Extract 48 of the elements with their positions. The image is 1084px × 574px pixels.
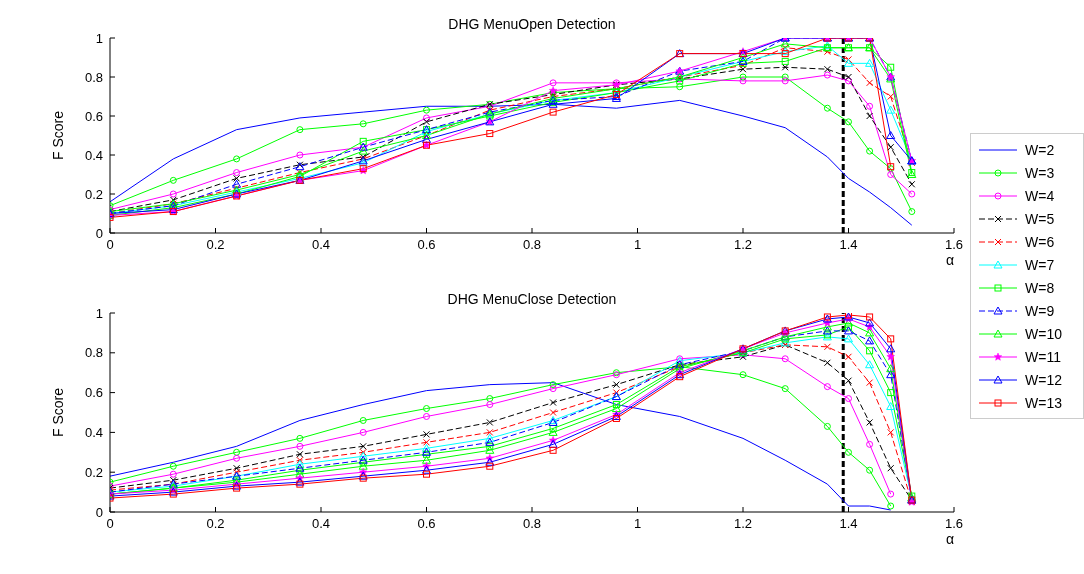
x-tick-label: 0.2 [206, 237, 225, 253]
legend-label: W=13 [1025, 394, 1062, 411]
legend-label: W=3 [1025, 164, 1055, 181]
legend-label: W=7 [1025, 256, 1055, 273]
y-tick-label: 1 [95, 30, 103, 46]
y-tick-label: 0.6 [84, 385, 103, 401]
legend-label: W=11 [1025, 348, 1061, 365]
y-axis-title: F Score [49, 387, 66, 438]
legend-label: W=5 [1025, 210, 1055, 227]
x-tick-label: 1.6 [944, 516, 964, 532]
y-tick-label: 0.4 [84, 425, 103, 441]
chart-title: DHG MenuOpen Detection [447, 16, 617, 32]
y-tick-label: 0.2 [84, 464, 103, 480]
y-axis-title: F Score [49, 110, 66, 161]
chart-title: DHG MenuClose Detection [446, 291, 618, 307]
y-tick-label: 0 [95, 225, 103, 241]
x-tick-label: 1 [633, 516, 642, 532]
x-tick-label: 1.2 [733, 516, 753, 532]
y-tick-label: 0 [95, 504, 103, 520]
x-tick-label: 0.6 [417, 516, 436, 532]
y-tick-label: 0.2 [84, 186, 103, 202]
x-tick-label: 0.6 [417, 237, 436, 253]
legend-label: W=12 [1025, 371, 1062, 388]
legend-label: W=10 [1025, 325, 1062, 342]
x-tick-label: 0.4 [311, 516, 331, 532]
x-tick-label: 0 [106, 516, 114, 532]
x-axis-title: α [945, 530, 956, 548]
y-tick-label: 0.8 [84, 69, 103, 85]
x-axis-title: α [945, 251, 956, 269]
y-tick-label: 0.6 [84, 108, 103, 124]
x-tick-label: 1.4 [839, 237, 858, 253]
x-tick-label: 1 [633, 237, 642, 253]
x-tick-label: 0 [106, 237, 114, 253]
x-tick-label: 1.6 [944, 237, 964, 253]
legend-label: W=6 [1025, 233, 1055, 250]
x-tick-label: 1.4 [839, 516, 858, 532]
legend-label: W=4 [1025, 187, 1055, 204]
y-tick-label: 0.8 [84, 345, 103, 361]
x-tick-label: 0.2 [206, 516, 225, 532]
y-tick-label: 1 [95, 305, 103, 321]
x-tick-label: 0.8 [522, 516, 542, 532]
legend-label: W=2 [1025, 141, 1055, 158]
x-tick-label: 0.8 [522, 237, 542, 253]
legend-label: W=9 [1025, 302, 1055, 319]
x-tick-label: 1.2 [733, 237, 753, 253]
legend-label: W=8 [1025, 279, 1055, 296]
y-tick-label: 0.4 [84, 147, 103, 163]
x-tick-label: 0.4 [311, 237, 331, 253]
